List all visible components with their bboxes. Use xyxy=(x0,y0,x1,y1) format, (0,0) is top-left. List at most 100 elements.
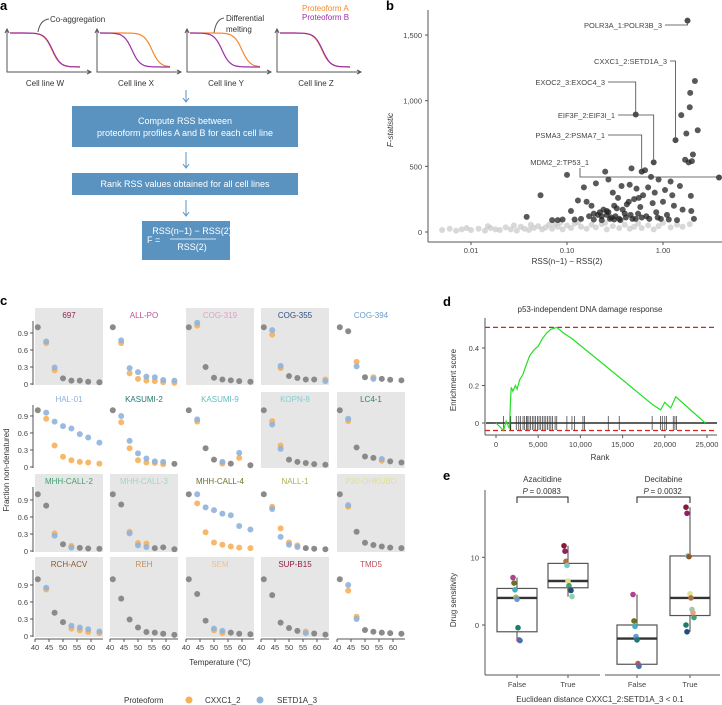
setd1a-point xyxy=(151,458,158,465)
overlap-point xyxy=(185,491,192,498)
setd1a-point xyxy=(143,544,150,551)
significant-point xyxy=(586,213,593,220)
overlap-point xyxy=(185,324,192,331)
setd1a-point xyxy=(345,581,352,588)
cxxc1-point xyxy=(202,529,209,536)
overlap-point xyxy=(202,445,209,452)
facet-sem: SEM 40 45 50 55 60 xyxy=(182,557,254,652)
significant-point xyxy=(574,197,581,204)
overlap-point xyxy=(387,458,394,465)
cell-line-point xyxy=(569,593,575,600)
nonsignificant-point xyxy=(686,221,693,228)
cell-line-w-label: Cell line W xyxy=(26,79,65,88)
nonsignificant-point xyxy=(588,221,595,228)
proteoform-b-curve xyxy=(190,32,260,68)
mini-plot-axes xyxy=(6,30,90,73)
significant-point xyxy=(592,180,599,187)
significance-bracket xyxy=(636,496,691,503)
overlap-point xyxy=(96,379,103,386)
nonsignificant-point xyxy=(635,220,642,227)
overlap-point xyxy=(302,460,309,467)
significant-point xyxy=(615,194,622,201)
c-x-tick-label: 50 xyxy=(134,643,142,652)
annotated-point xyxy=(684,17,691,24)
panel-label-b: b xyxy=(386,0,394,13)
c-y-tick-label: 0.6 xyxy=(18,346,28,355)
facet-background xyxy=(337,392,405,468)
overlap-point xyxy=(34,407,41,414)
e-x-tick-label: False xyxy=(628,680,646,689)
legend-cxxc1-marker xyxy=(185,696,193,704)
overlap-point xyxy=(202,363,209,370)
overlap-point xyxy=(294,627,301,634)
facet-background xyxy=(261,392,329,468)
setd1a-point xyxy=(277,362,284,369)
c-y-tick-label: 0.9 xyxy=(18,581,28,590)
significant-point xyxy=(583,198,590,205)
overlap-point xyxy=(76,377,83,384)
cxxc1-point xyxy=(76,458,83,465)
p-value: = 0.0083 xyxy=(530,487,562,496)
facet-mhh-call-2: MHH-CALL-2 0 0.3 0.6 0.9 xyxy=(18,474,103,556)
cell-line-point xyxy=(568,587,574,594)
overlap-point xyxy=(370,628,377,635)
e-y-tick-label: 10 xyxy=(471,553,479,562)
significant-point xyxy=(654,214,661,221)
significant-point xyxy=(683,130,690,137)
facet-title: HAL-01 xyxy=(55,395,83,404)
facet-title: SUP-B15 xyxy=(278,560,312,569)
c-x-tick-label: 55 xyxy=(224,643,232,652)
c-x-tick-label: 50 xyxy=(59,643,67,652)
overlap-point xyxy=(345,328,352,335)
e-x-axis-label: Euclidean distance CXXC1_2:SETD1A_3 < 0.… xyxy=(516,695,684,704)
c-y-tick-label: 0.6 xyxy=(18,513,28,522)
b-x-tick-label: 0.10 xyxy=(560,246,575,255)
facet-hal-01: HAL-01 0 0.3 0.6 0.9 xyxy=(18,395,103,472)
overlap-point xyxy=(109,491,116,498)
e-x-tick-label: True xyxy=(560,680,575,689)
axis-arrowheads xyxy=(184,27,273,75)
c-y-tick-label: 0.3 xyxy=(18,615,28,624)
setd1a-point xyxy=(51,364,58,371)
drug-title: Decitabine xyxy=(645,475,683,484)
cell-line-point xyxy=(636,663,642,670)
annotation-label: EXOC2_3:EXOC4_3 xyxy=(535,78,605,87)
annotation-leader-line xyxy=(608,81,637,112)
setd1a-point xyxy=(85,434,92,441)
b-y-tick-label: 1,000 xyxy=(403,97,422,106)
facet-background xyxy=(35,308,103,385)
significant-point xyxy=(679,206,686,213)
overlap-point xyxy=(398,459,405,466)
cell-line-point xyxy=(691,614,697,621)
nonsignificant-point xyxy=(567,225,574,232)
significant-point xyxy=(598,213,605,220)
cxxc1-point xyxy=(96,460,103,467)
nonsignificant-point xyxy=(578,223,585,230)
setd1a-point xyxy=(219,458,226,465)
d-x-tick-label: 5,000 xyxy=(529,440,548,449)
setd1a-point xyxy=(143,455,150,462)
cell-line-point xyxy=(634,637,640,643)
nonsignificant-point xyxy=(484,223,491,230)
overlap-point xyxy=(378,375,385,382)
significant-point xyxy=(690,215,697,222)
nonsignificant-point xyxy=(492,226,499,233)
annotation-label: EIF3F_2:EIF3I_1 xyxy=(558,111,615,120)
significant-point xyxy=(611,216,618,223)
b-y-tick-label: 500 xyxy=(409,162,422,171)
d-y-tick-label: 0 xyxy=(475,419,479,428)
b-x-axis-label: RSS(n−1) − RSS(2) xyxy=(532,257,603,266)
overlap-point xyxy=(34,576,41,583)
significant-point xyxy=(554,217,561,224)
overlap-point xyxy=(151,545,158,552)
overlap-point xyxy=(60,375,66,382)
cxxc1-point xyxy=(118,419,125,426)
step-rank-rss-box xyxy=(72,173,298,195)
step-rank-text: Rank RSS values obtained for all cell li… xyxy=(100,179,270,189)
facet-lc4-1: LC4-1 xyxy=(336,392,405,468)
formula-denominator: RSS(2) xyxy=(177,242,207,252)
mini-plot-axes xyxy=(276,30,360,73)
overlap-point xyxy=(118,595,125,602)
cell-line-point xyxy=(630,591,636,598)
panel-label-c: c xyxy=(0,293,7,308)
